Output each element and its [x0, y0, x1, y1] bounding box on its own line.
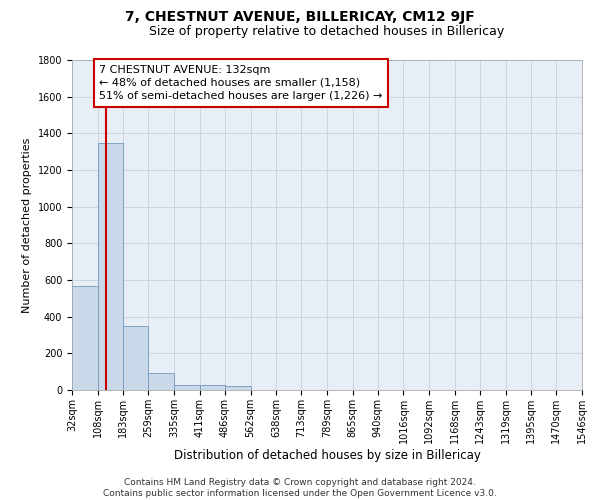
X-axis label: Distribution of detached houses by size in Billericay: Distribution of detached houses by size …: [173, 448, 481, 462]
Bar: [225, 386, 251, 390]
Bar: [72, 286, 98, 390]
Bar: [98, 142, 123, 390]
Title: Size of property relative to detached houses in Billericay: Size of property relative to detached ho…: [149, 25, 505, 38]
Y-axis label: Number of detached properties: Number of detached properties: [22, 138, 32, 312]
Bar: [123, 326, 148, 390]
Bar: [174, 384, 200, 390]
Text: Contains HM Land Registry data © Crown copyright and database right 2024.
Contai: Contains HM Land Registry data © Crown c…: [103, 478, 497, 498]
Text: 7, CHESTNUT AVENUE, BILLERICAY, CM12 9JF: 7, CHESTNUT AVENUE, BILLERICAY, CM12 9JF: [125, 10, 475, 24]
Bar: [148, 372, 174, 390]
Bar: [200, 386, 225, 390]
Text: 7 CHESTNUT AVENUE: 132sqm
← 48% of detached houses are smaller (1,158)
51% of se: 7 CHESTNUT AVENUE: 132sqm ← 48% of detac…: [99, 64, 383, 101]
